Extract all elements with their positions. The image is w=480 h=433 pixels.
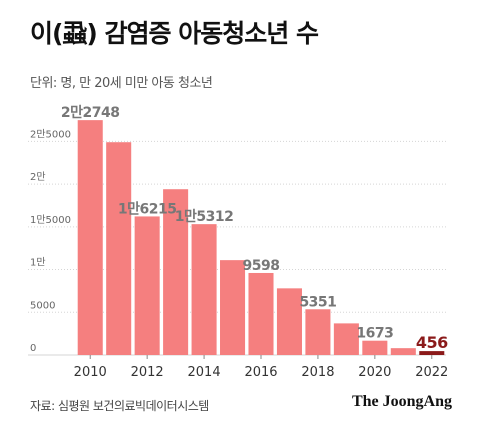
y-tick-label: 1만 — [30, 257, 46, 269]
data-label-2014: 1만5312 — [175, 209, 234, 225]
chart-subtitle: 단위: 명, 만 20세 미만 아동 청소년 — [30, 76, 213, 91]
bar-2021 — [390, 348, 416, 355]
x-tick-label: 2020 — [358, 365, 391, 380]
data-label-2022: 456 — [416, 333, 448, 352]
y-tick-label: 1만5000 — [30, 214, 71, 226]
y-tick-label: 0 — [30, 343, 36, 354]
chart-title: 이(蝨) 감염증 아동청소년 수 — [30, 19, 319, 48]
bar-2011 — [106, 142, 132, 355]
y-tick-label: 2만5000 — [30, 128, 71, 140]
y-tick-label: 5000 — [30, 300, 55, 311]
bar-2016 — [248, 272, 274, 355]
bar-2017 — [276, 288, 302, 355]
x-tick-label: 2010 — [74, 365, 107, 380]
bar-2015 — [220, 260, 246, 355]
bar-2020 — [362, 340, 388, 355]
x-tick-label: 2022 — [415, 365, 448, 380]
data-label-2016: 9598 — [243, 258, 280, 274]
x-tick-label: 2018 — [301, 365, 334, 380]
source-note: 자료: 심평원 보건의료빅데이터시스템 — [30, 399, 209, 413]
x-tick-label: 2012 — [131, 365, 164, 380]
bar-2012 — [134, 216, 160, 355]
data-label-2010: 2만2748 — [61, 105, 120, 121]
bar-2022 — [419, 351, 445, 355]
bar-2018 — [305, 309, 331, 355]
x-tick-label: 2014 — [188, 365, 221, 380]
brand-logo: The JoongAng — [351, 393, 452, 410]
bar-2019 — [333, 323, 359, 355]
data-label-2018: 5351 — [299, 294, 336, 310]
data-label-2012: 1만6215 — [118, 201, 177, 217]
data-label-2020: 1673 — [356, 326, 393, 342]
y-tick-label: 2만 — [30, 171, 46, 183]
x-tick-label: 2016 — [244, 365, 277, 380]
bar-2014 — [191, 224, 217, 355]
bar-2010 — [77, 120, 103, 356]
bar-2013 — [163, 189, 189, 355]
